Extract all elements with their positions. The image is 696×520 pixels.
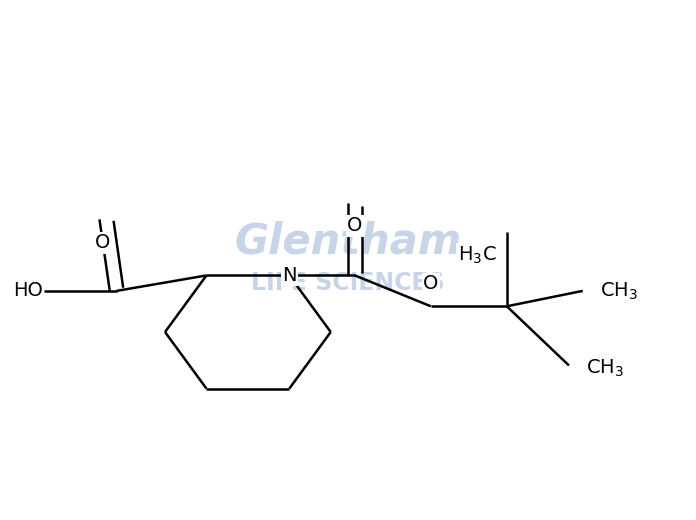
Text: LIFE SCIENCES: LIFE SCIENCES	[251, 271, 445, 295]
Text: O: O	[423, 275, 438, 293]
Text: N: N	[282, 266, 296, 285]
Text: HO: HO	[13, 281, 43, 301]
Text: CH$_3$: CH$_3$	[586, 357, 624, 379]
Text: Glentham: Glentham	[235, 221, 461, 263]
Text: H$_3$C: H$_3$C	[458, 244, 496, 266]
Text: O: O	[347, 216, 363, 235]
Text: O: O	[95, 233, 111, 252]
Text: CH$_3$: CH$_3$	[600, 280, 638, 302]
